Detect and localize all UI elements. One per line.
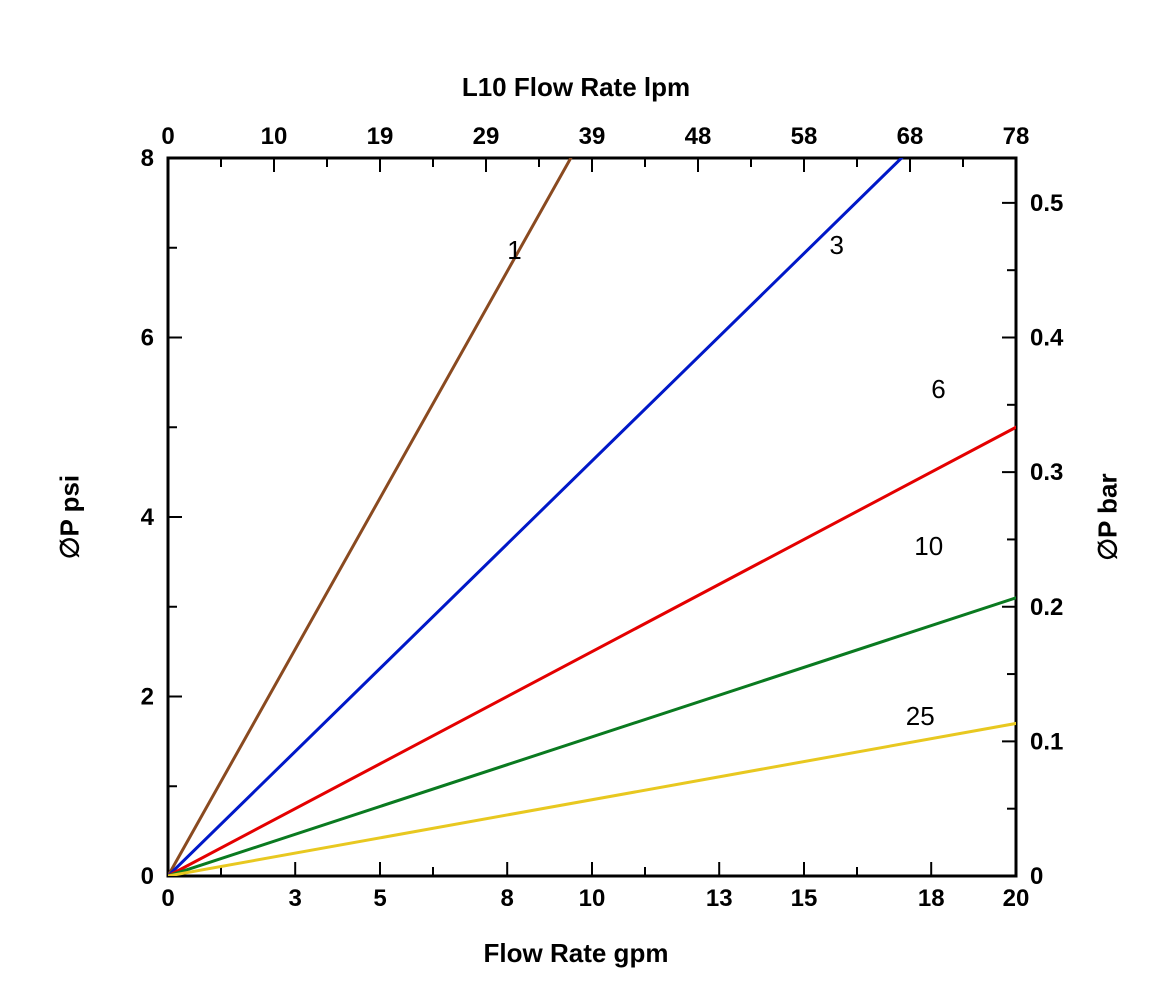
y-right-tick-label: 0.1 [1030, 728, 1063, 755]
x-top-tick-label: 19 [367, 123, 394, 150]
y-right-tick-label: 0 [1030, 863, 1043, 890]
y-right-tick-label: 0.3 [1030, 459, 1063, 486]
series-label: 6 [931, 374, 945, 405]
series-label: 25 [906, 701, 935, 732]
x-top-tick-label: 58 [791, 123, 818, 150]
x-bottom-tick-label: 8 [501, 885, 514, 912]
x-bottom-tick-label: 0 [161, 885, 174, 912]
y-left-tick-label: 2 [141, 684, 154, 711]
x-top-tick-label: 68 [897, 123, 924, 150]
y-left-tick-label: 6 [141, 325, 154, 352]
x-bottom-tick-label: 13 [706, 885, 733, 912]
series-line [168, 418, 1152, 876]
y-right-tick-label: 0.5 [1030, 190, 1063, 217]
x-top-tick-label: 78 [1003, 123, 1030, 150]
plot-border [168, 158, 1016, 876]
series-label: 1 [507, 235, 521, 266]
series-line [168, 41, 1152, 876]
x-bottom-tick-label: 5 [373, 885, 386, 912]
y-left-tick-label: 0 [141, 863, 154, 890]
y-right-tick-label: 0.4 [1030, 325, 1064, 352]
x-bottom-tick-label: 10 [579, 885, 606, 912]
chart-container: L10 Flow Rate lpm Flow Rate gpm ∅P psi ∅… [0, 0, 1152, 1008]
y-left-tick-label: 4 [141, 504, 155, 531]
x-bottom-tick-label: 3 [289, 885, 302, 912]
x-top-tick-label: 29 [473, 123, 500, 150]
series-label: 3 [829, 230, 843, 261]
series-label: 10 [914, 531, 943, 562]
x-top-tick-label: 48 [685, 123, 712, 150]
x-top-tick-label: 10 [261, 123, 288, 150]
chart-svg: 03581013151820010192939485868780246800.1… [0, 0, 1152, 1008]
x-bottom-tick-label: 18 [918, 885, 945, 912]
x-bottom-tick-label: 15 [791, 885, 818, 912]
x-top-tick-label: 0 [161, 123, 174, 150]
y-right-tick-label: 0.2 [1030, 594, 1063, 621]
y-left-tick-label: 8 [141, 145, 154, 172]
x-top-tick-label: 39 [579, 123, 606, 150]
x-bottom-tick-label: 20 [1003, 885, 1030, 912]
